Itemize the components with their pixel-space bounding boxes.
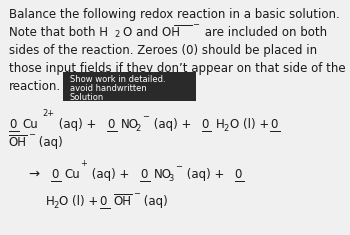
Text: (aq) +: (aq) + [150, 118, 195, 131]
Text: H: H [46, 195, 54, 208]
Text: 2+: 2+ [42, 109, 54, 118]
Text: (aq): (aq) [35, 136, 62, 149]
Text: 0: 0 [234, 168, 242, 181]
Text: 2: 2 [136, 124, 141, 133]
Text: 0: 0 [270, 118, 277, 131]
Text: 0: 0 [140, 168, 147, 181]
Text: O (l) +: O (l) + [230, 118, 273, 131]
Text: −: − [133, 189, 140, 198]
Text: 0: 0 [9, 118, 16, 131]
Text: NO: NO [154, 168, 172, 181]
Text: −: − [193, 20, 200, 29]
Text: (aq) +: (aq) + [183, 168, 228, 181]
Text: O and OH: O and OH [122, 26, 180, 39]
Text: (aq) +: (aq) + [88, 168, 133, 181]
Text: sides of the reaction. Zeroes (0) should be placed in: sides of the reaction. Zeroes (0) should… [9, 44, 317, 57]
Text: NO: NO [121, 118, 139, 131]
Text: reaction.: reaction. [9, 80, 61, 93]
Text: are included on both: are included on both [201, 26, 327, 39]
Text: 2: 2 [223, 124, 229, 133]
Text: avoid handwritten: avoid handwritten [70, 84, 147, 93]
FancyBboxPatch shape [63, 72, 196, 101]
Text: (aq) +: (aq) + [55, 118, 100, 131]
Text: O (l) +: O (l) + [60, 195, 103, 208]
Text: those input fields if they don’t appear on that side of the: those input fields if they don’t appear … [9, 62, 345, 75]
Text: Solution: Solution [70, 93, 104, 102]
Text: (aq): (aq) [140, 195, 168, 208]
Text: Balance the following redox reaction in a basic solution.: Balance the following redox reaction in … [9, 8, 340, 21]
Text: Note that both H: Note that both H [9, 26, 108, 39]
Text: 0: 0 [107, 118, 114, 131]
Text: −: − [142, 112, 149, 121]
Text: −: − [28, 130, 35, 139]
Text: Show work in detailed.: Show work in detailed. [70, 75, 166, 84]
Text: 3: 3 [169, 174, 174, 183]
Text: 0: 0 [100, 195, 107, 208]
Text: Cu: Cu [23, 118, 38, 131]
Text: 0: 0 [202, 118, 209, 131]
Text: H: H [216, 118, 224, 131]
Text: OH: OH [9, 136, 27, 149]
Text: Cu: Cu [65, 168, 80, 181]
Text: OH: OH [114, 195, 132, 208]
Text: +: + [80, 159, 88, 168]
Text: −: − [175, 162, 182, 171]
Text: 2: 2 [114, 30, 120, 39]
Text: 2: 2 [53, 201, 58, 210]
Text: 0: 0 [51, 168, 58, 181]
Text: →: → [28, 168, 39, 181]
